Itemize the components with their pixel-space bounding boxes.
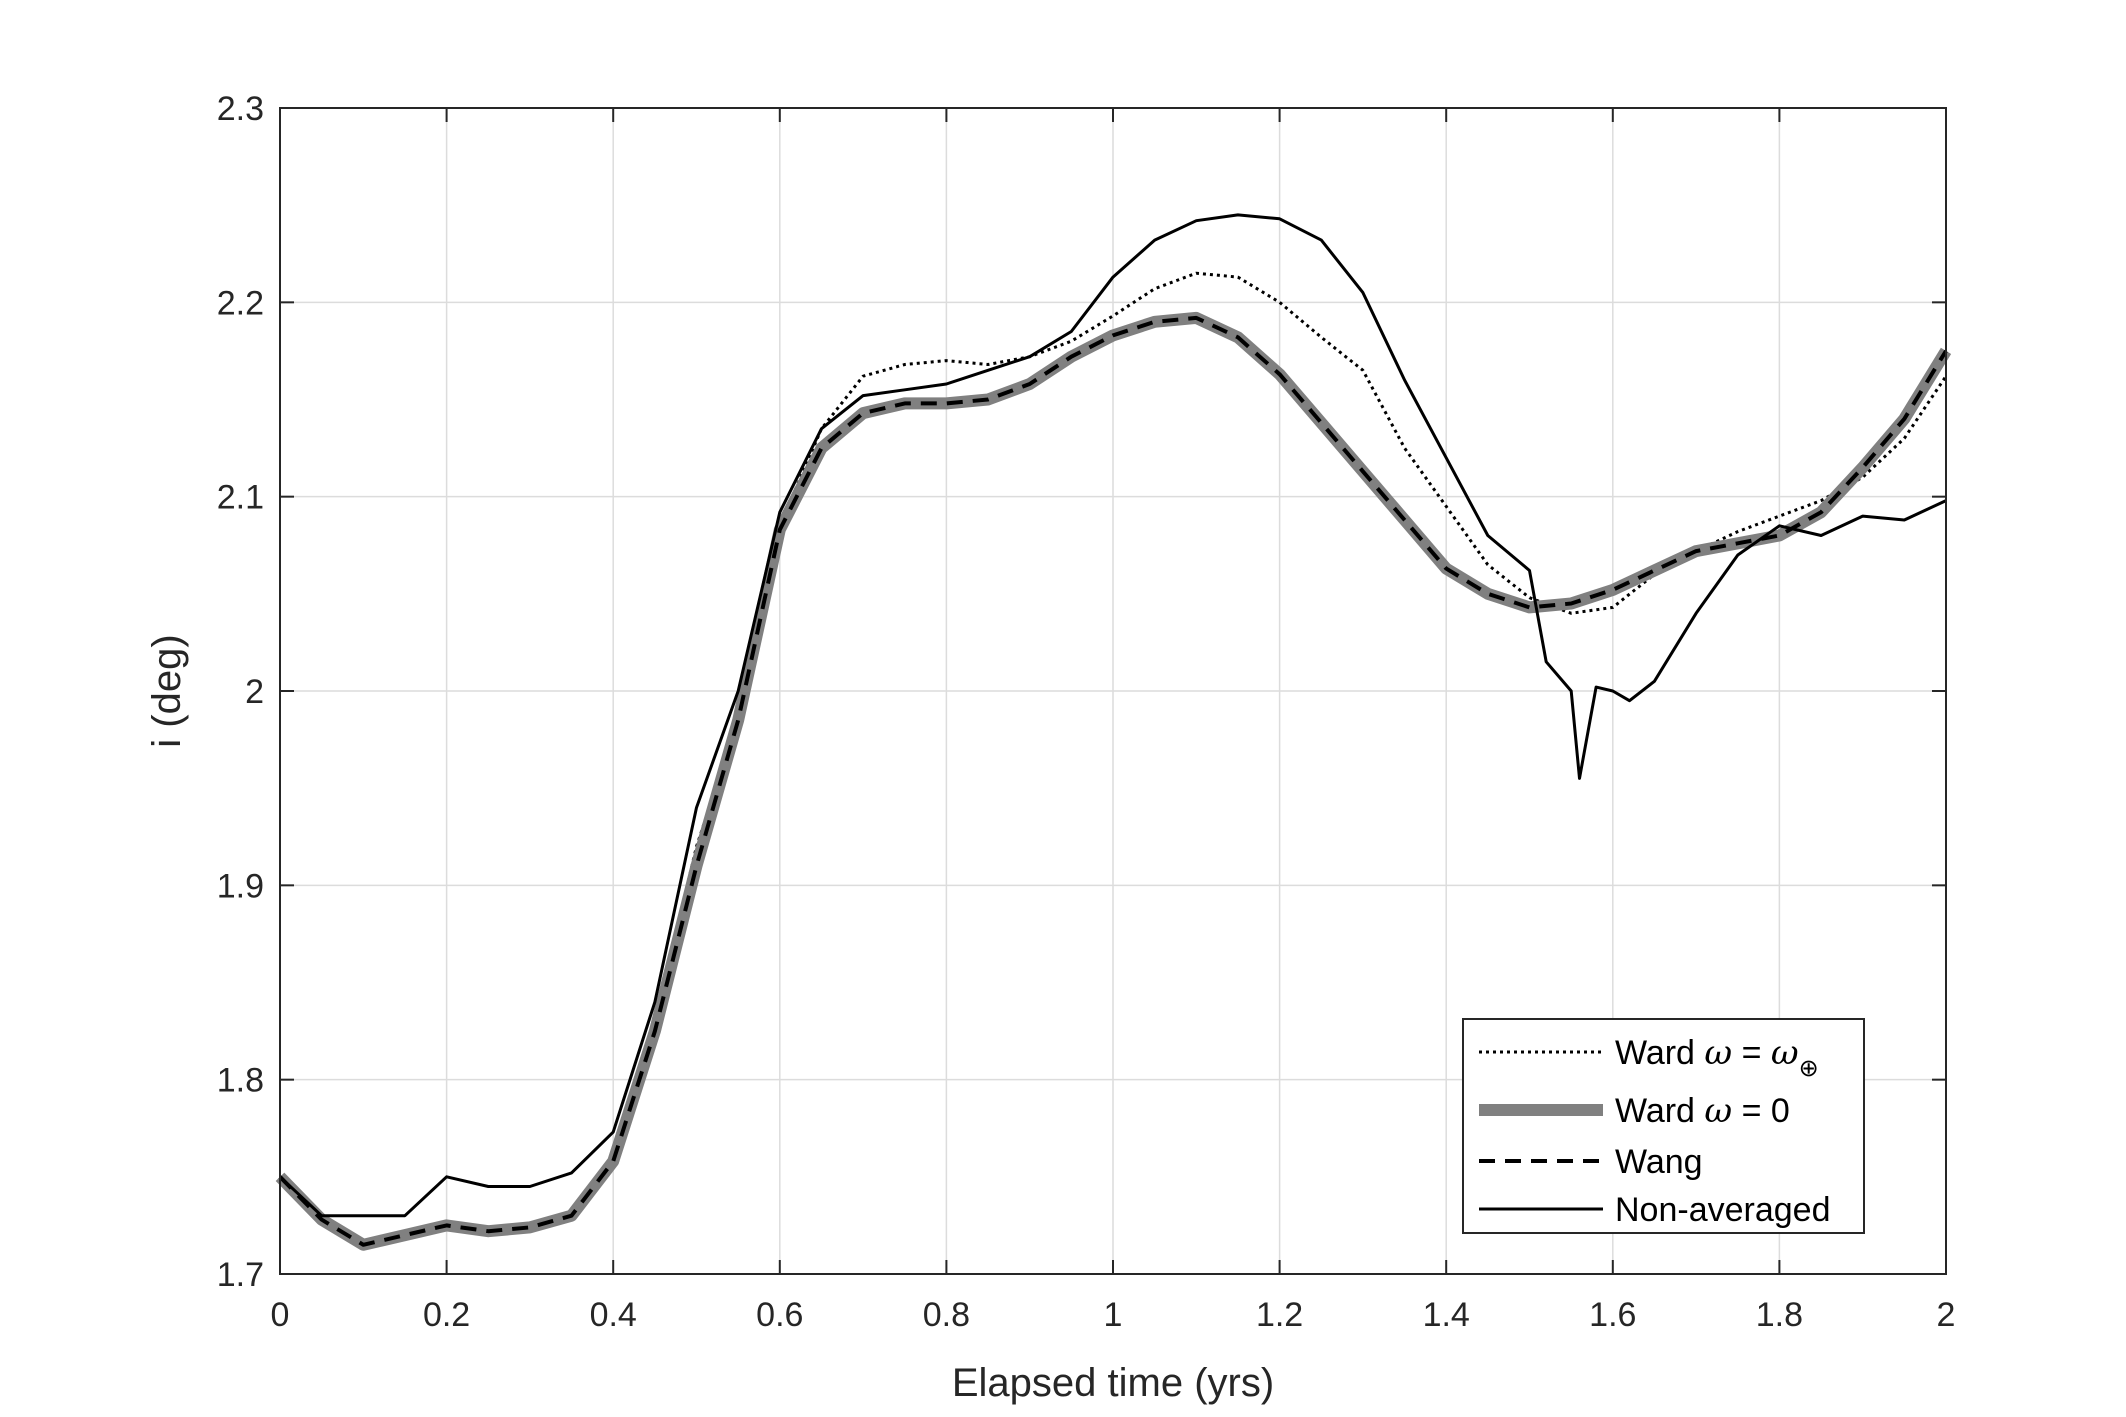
y-tick-label: 2.2 <box>217 284 264 322</box>
x-tick-label: 1.8 <box>1756 1296 1803 1334</box>
legend-label: Ward ω = ω⊕ <box>1615 1033 1819 1082</box>
x-tick-label: 1.2 <box>1256 1296 1303 1334</box>
legend: Ward ω = ω⊕ Ward ω = 0 Wang Non-averaged <box>1462 1018 1865 1234</box>
legend-label: Wang <box>1615 1143 1703 1181</box>
y-tick-label: 2 <box>245 673 264 711</box>
axis-ticks: 0 0.2 0.4 0.6 0.8 1 1.2 1.4 1.6 1.8 2 1.7 1.8 1.9 2 2.1… <box>217 90 1956 1334</box>
x-tick-label: 1 <box>1104 1296 1123 1334</box>
legend-label: Non-averaged <box>1615 1191 1830 1229</box>
series-line-non-averaged <box>278 213 1947 1218</box>
x-tick-label: 0.4 <box>590 1296 637 1334</box>
y-tick-label: 2.3 <box>217 90 264 128</box>
y-axis-label: i (deg) <box>145 634 189 747</box>
x-tick-label: 0.6 <box>756 1296 803 1334</box>
series-line-wang <box>278 315 1948 1247</box>
legend-label: Ward ω = 0 <box>1615 1091 1790 1131</box>
y-tick-label: 1.7 <box>217 1256 264 1294</box>
y-tick-label: 2.1 <box>217 479 264 517</box>
series-layer <box>275 213 1952 1251</box>
legend-box <box>1462 1018 1865 1234</box>
y-tick-label: 1.9 <box>217 867 264 905</box>
x-axis-label: Elapsed time (yrs) <box>952 1361 1274 1405</box>
x-tick-label: 0 <box>271 1296 290 1334</box>
x-tick-label: 1.6 <box>1589 1296 1636 1334</box>
y-tick-label: 1.8 <box>217 1062 264 1100</box>
x-tick-label: 0.8 <box>923 1296 970 1334</box>
x-tick-label: 1.4 <box>1423 1296 1470 1334</box>
x-tick-label: 2 <box>1937 1296 1956 1334</box>
x-tick-label: 0.2 <box>423 1296 470 1334</box>
